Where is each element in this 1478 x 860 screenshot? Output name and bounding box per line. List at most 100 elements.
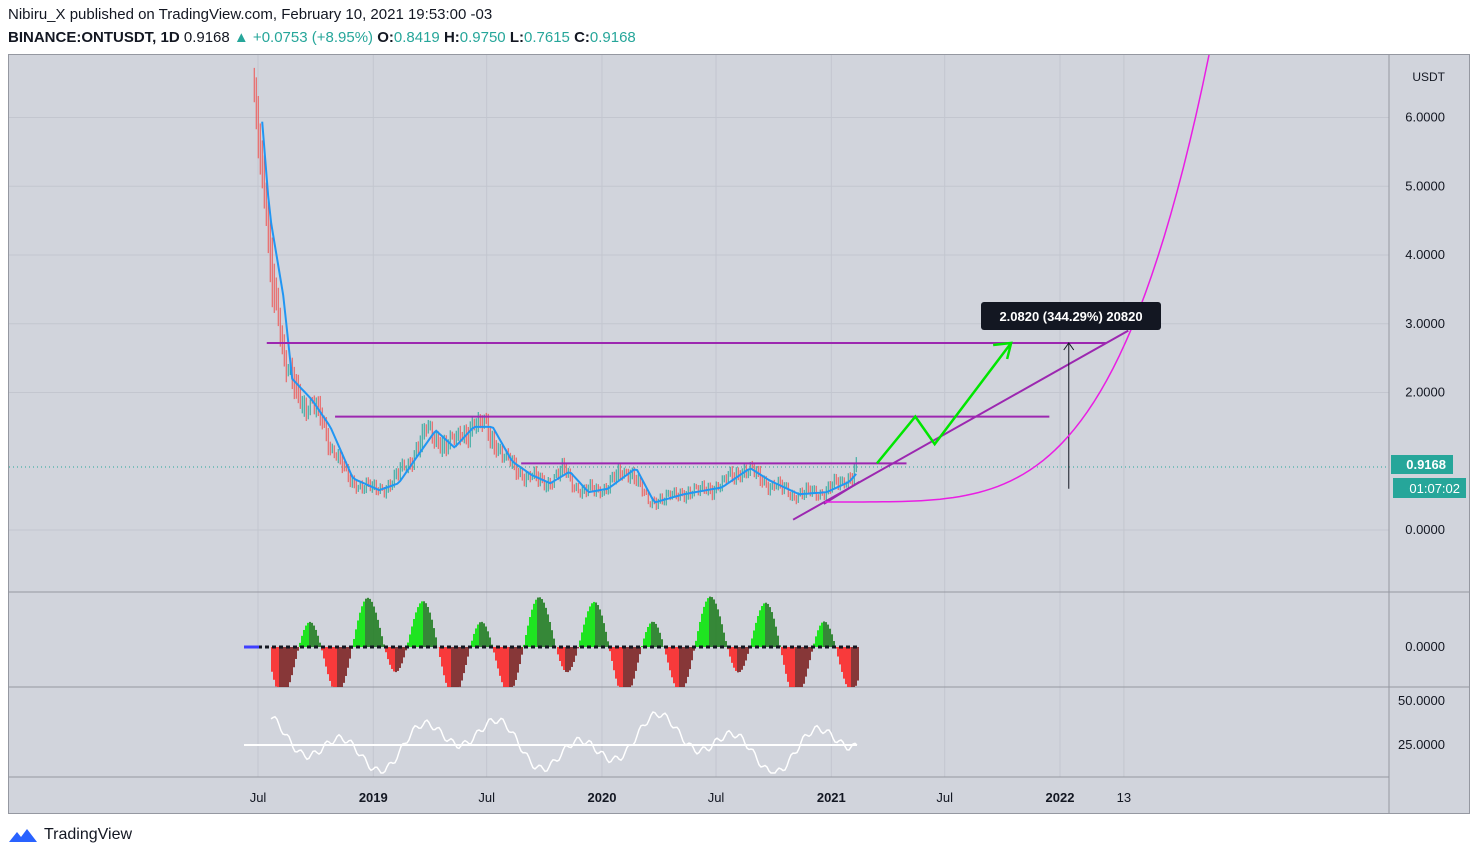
osc-bar xyxy=(549,621,551,647)
osc-bar xyxy=(647,626,649,647)
osc-bar xyxy=(345,647,347,676)
osc-bar xyxy=(611,647,613,661)
osc-bar xyxy=(743,647,745,666)
price-tick-label: 2.0000 xyxy=(1405,385,1445,400)
osc-bar xyxy=(365,598,367,647)
osc-bar xyxy=(379,627,381,647)
low-value: 0.7615 xyxy=(524,29,570,46)
osc-bar xyxy=(683,647,685,687)
chart-frame[interactable]: 0.0000 50.0000 25.0000 2.0820 (344.29%) 2… xyxy=(8,54,1470,814)
osc-bar xyxy=(313,625,315,647)
chart-svg[interactable]: 0.0000 50.0000 25.0000 2.0820 (344.29%) 2… xyxy=(9,54,1469,813)
osc-bar xyxy=(837,647,839,657)
osc-bar xyxy=(703,606,705,647)
osc-bar xyxy=(441,647,443,667)
osc-bar xyxy=(565,647,567,672)
osc-bar xyxy=(417,607,419,647)
osc-bar xyxy=(319,642,321,647)
osc-bar xyxy=(843,647,845,679)
osc-bar xyxy=(657,627,659,647)
osc-bar xyxy=(853,647,855,687)
osc-bar xyxy=(479,622,481,647)
osc-bar xyxy=(623,647,625,687)
osc-bar xyxy=(831,634,833,647)
osc-bar xyxy=(755,622,757,647)
time-tick-label: 2020 xyxy=(588,790,617,805)
low-label: L: xyxy=(509,29,524,46)
osc-bar xyxy=(675,647,677,687)
osc-bar xyxy=(375,612,377,647)
osc-bar xyxy=(583,624,585,647)
osc-bar xyxy=(687,647,689,677)
osc-bar xyxy=(733,647,735,668)
footer-brand[interactable]: TradingView xyxy=(8,826,132,844)
osc-bar xyxy=(449,647,451,687)
osc-bar xyxy=(581,632,583,647)
time-axis[interactable]: Jul 2019 Jul 2020 Jul 2021 Jul 2022 13 xyxy=(9,776,1389,805)
osc-bar xyxy=(489,637,491,647)
footer-brand-label: TradingView xyxy=(44,826,133,843)
osc-bar xyxy=(767,603,769,647)
drawings-layer[interactable] xyxy=(266,54,1210,521)
high-value: 0.9750 xyxy=(459,29,506,46)
time-tick-label: Jul xyxy=(708,790,725,805)
price-pane[interactable] xyxy=(9,67,1389,510)
osc-bar xyxy=(451,647,453,687)
osc-bar xyxy=(471,640,473,647)
osc-bar xyxy=(805,647,807,677)
osc-bar xyxy=(709,596,711,647)
osc-bar xyxy=(359,612,361,647)
osc-bar xyxy=(443,647,445,676)
osc-bar xyxy=(307,622,309,647)
oscillator-pane[interactable]: 0.0000 xyxy=(244,596,1445,687)
time-tick-label: Jul xyxy=(250,790,267,805)
osc-bar xyxy=(281,647,283,687)
osc-bar xyxy=(597,605,599,647)
osc-bar xyxy=(433,628,435,647)
rsi-pane[interactable]: 50.0000 25.0000 xyxy=(244,693,1445,774)
osc-bar xyxy=(587,611,589,647)
osc-bar xyxy=(617,647,619,686)
osc-bar xyxy=(625,647,627,687)
osc-bar xyxy=(283,647,285,687)
price-axis[interactable]: USDT 6.0000 5.0000 4.0000 3.0000 2.0000 0.000… xyxy=(1388,55,1446,813)
osc-bar xyxy=(357,620,359,647)
osc-bar xyxy=(411,626,413,647)
time-tick-label: 2022 xyxy=(1046,790,1075,805)
osc-bar xyxy=(677,647,679,687)
osc-bar xyxy=(347,647,349,668)
time-tick-label: Jul xyxy=(478,790,495,805)
osc-bar xyxy=(649,623,651,647)
osc-bar xyxy=(601,615,603,647)
osc-bar xyxy=(285,647,287,687)
osc-bar xyxy=(521,647,523,655)
osc-bar xyxy=(339,647,341,687)
osc-bar xyxy=(591,603,593,647)
close-value: 0.9168 xyxy=(589,29,636,46)
osc-bar xyxy=(561,647,563,667)
osc-bar xyxy=(707,598,709,647)
osc-bar xyxy=(553,638,555,647)
osc-bar xyxy=(653,621,655,647)
osc-bar xyxy=(807,647,809,669)
osc-bar xyxy=(329,647,331,681)
osc-bar xyxy=(705,601,707,647)
osc-bar xyxy=(413,618,415,647)
osc-bar xyxy=(497,647,499,669)
osc-bar xyxy=(541,599,543,647)
osc-bar xyxy=(821,622,823,647)
last-value: 0.9168 xyxy=(183,29,230,46)
osc-bar xyxy=(309,621,311,647)
price-tick-label: 6.0000 xyxy=(1405,110,1445,125)
osc-bar xyxy=(297,647,299,651)
osc-bar xyxy=(363,601,365,647)
osc-bar xyxy=(293,647,295,668)
osc-bar xyxy=(277,647,279,687)
osc-bar xyxy=(797,647,799,687)
osc-bar xyxy=(689,647,691,670)
osc-bar xyxy=(785,647,787,674)
osc-bar xyxy=(495,647,497,661)
osc-bar xyxy=(487,631,489,647)
open-value: 0.8419 xyxy=(393,29,440,46)
osc-bar xyxy=(771,612,773,647)
